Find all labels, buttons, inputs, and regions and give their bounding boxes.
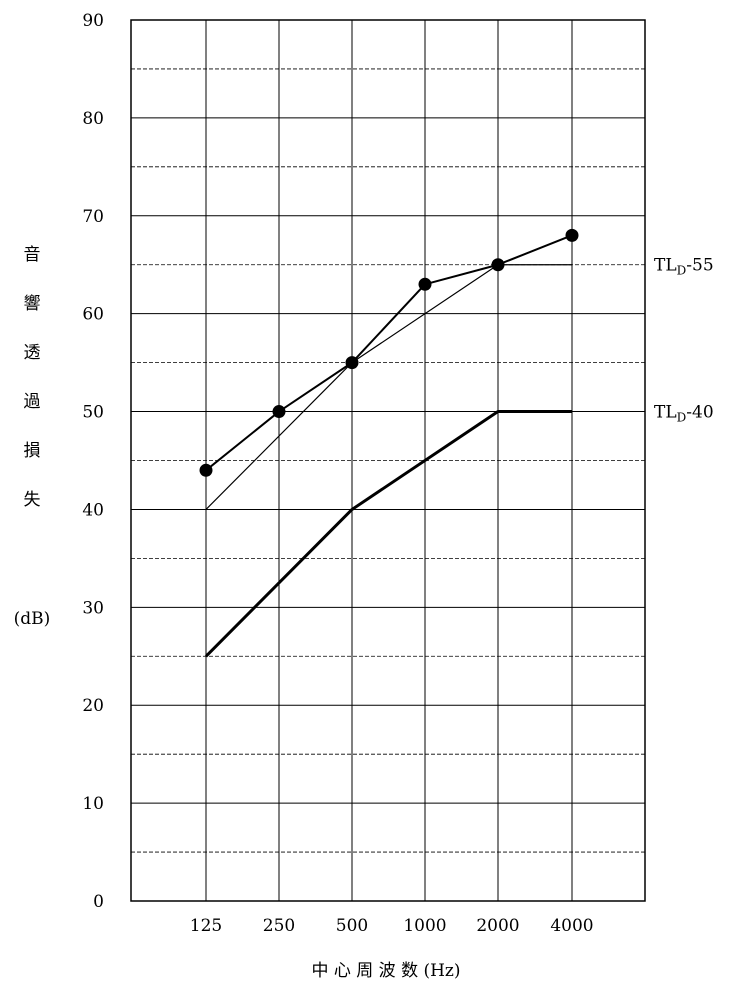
x-tick-labels: 125 250 500 1000 2000 4000 <box>190 916 594 936</box>
y-tick-label: 30 <box>82 598 104 618</box>
y-axis-title-char: 響 <box>24 294 41 314</box>
series-point <box>418 277 432 291</box>
x-axis-title: 中 心 周 波 数 (Hz) <box>311 961 460 981</box>
x-tick-label: 2000 <box>476 916 519 936</box>
x-tick-label: 1000 <box>403 916 446 936</box>
series-point <box>565 228 579 242</box>
series-point <box>272 405 286 419</box>
series-line-3 <box>204 410 572 658</box>
curve-labels: TLD-55 TLD-40 <box>654 256 714 425</box>
y-tick-label: 80 <box>82 109 104 129</box>
y-axis-title-char: 過 <box>24 392 41 412</box>
y-tick-label: 0 <box>93 892 104 912</box>
curve-label: TLD-40 <box>654 403 714 425</box>
series-line-1 <box>205 234 573 472</box>
series-line-2 <box>205 264 572 510</box>
grid <box>131 20 645 901</box>
series-point <box>199 463 213 477</box>
x-tick-label: 500 <box>336 916 368 936</box>
y-tick-label: 20 <box>82 696 104 716</box>
x-tick-label: 4000 <box>550 916 593 936</box>
x-tick-label: 250 <box>263 916 295 936</box>
y-tick-label: 10 <box>82 794 104 814</box>
y-axis-title-char: 音 <box>24 245 41 265</box>
y-axis-title-char: 失 <box>24 490 41 510</box>
y-tick-labels: 0 10 20 30 40 50 60 70 80 90 <box>82 11 104 912</box>
x-tick-label: 125 <box>190 916 222 936</box>
y-tick-label: 90 <box>82 11 104 31</box>
y-tick-label: 40 <box>82 500 104 520</box>
y-axis-title-char: 損 <box>24 441 41 461</box>
y-tick-label: 60 <box>82 305 104 325</box>
plot-frame <box>130 19 646 902</box>
y-tick-label: 70 <box>82 207 104 227</box>
y-axis-title-char: 透 <box>24 343 41 363</box>
curve-label: TLD-55 <box>654 256 714 278</box>
y-tick-label: 50 <box>82 403 104 423</box>
series-layer <box>199 228 579 658</box>
y-axis-title-unit: (dB) <box>14 609 51 629</box>
